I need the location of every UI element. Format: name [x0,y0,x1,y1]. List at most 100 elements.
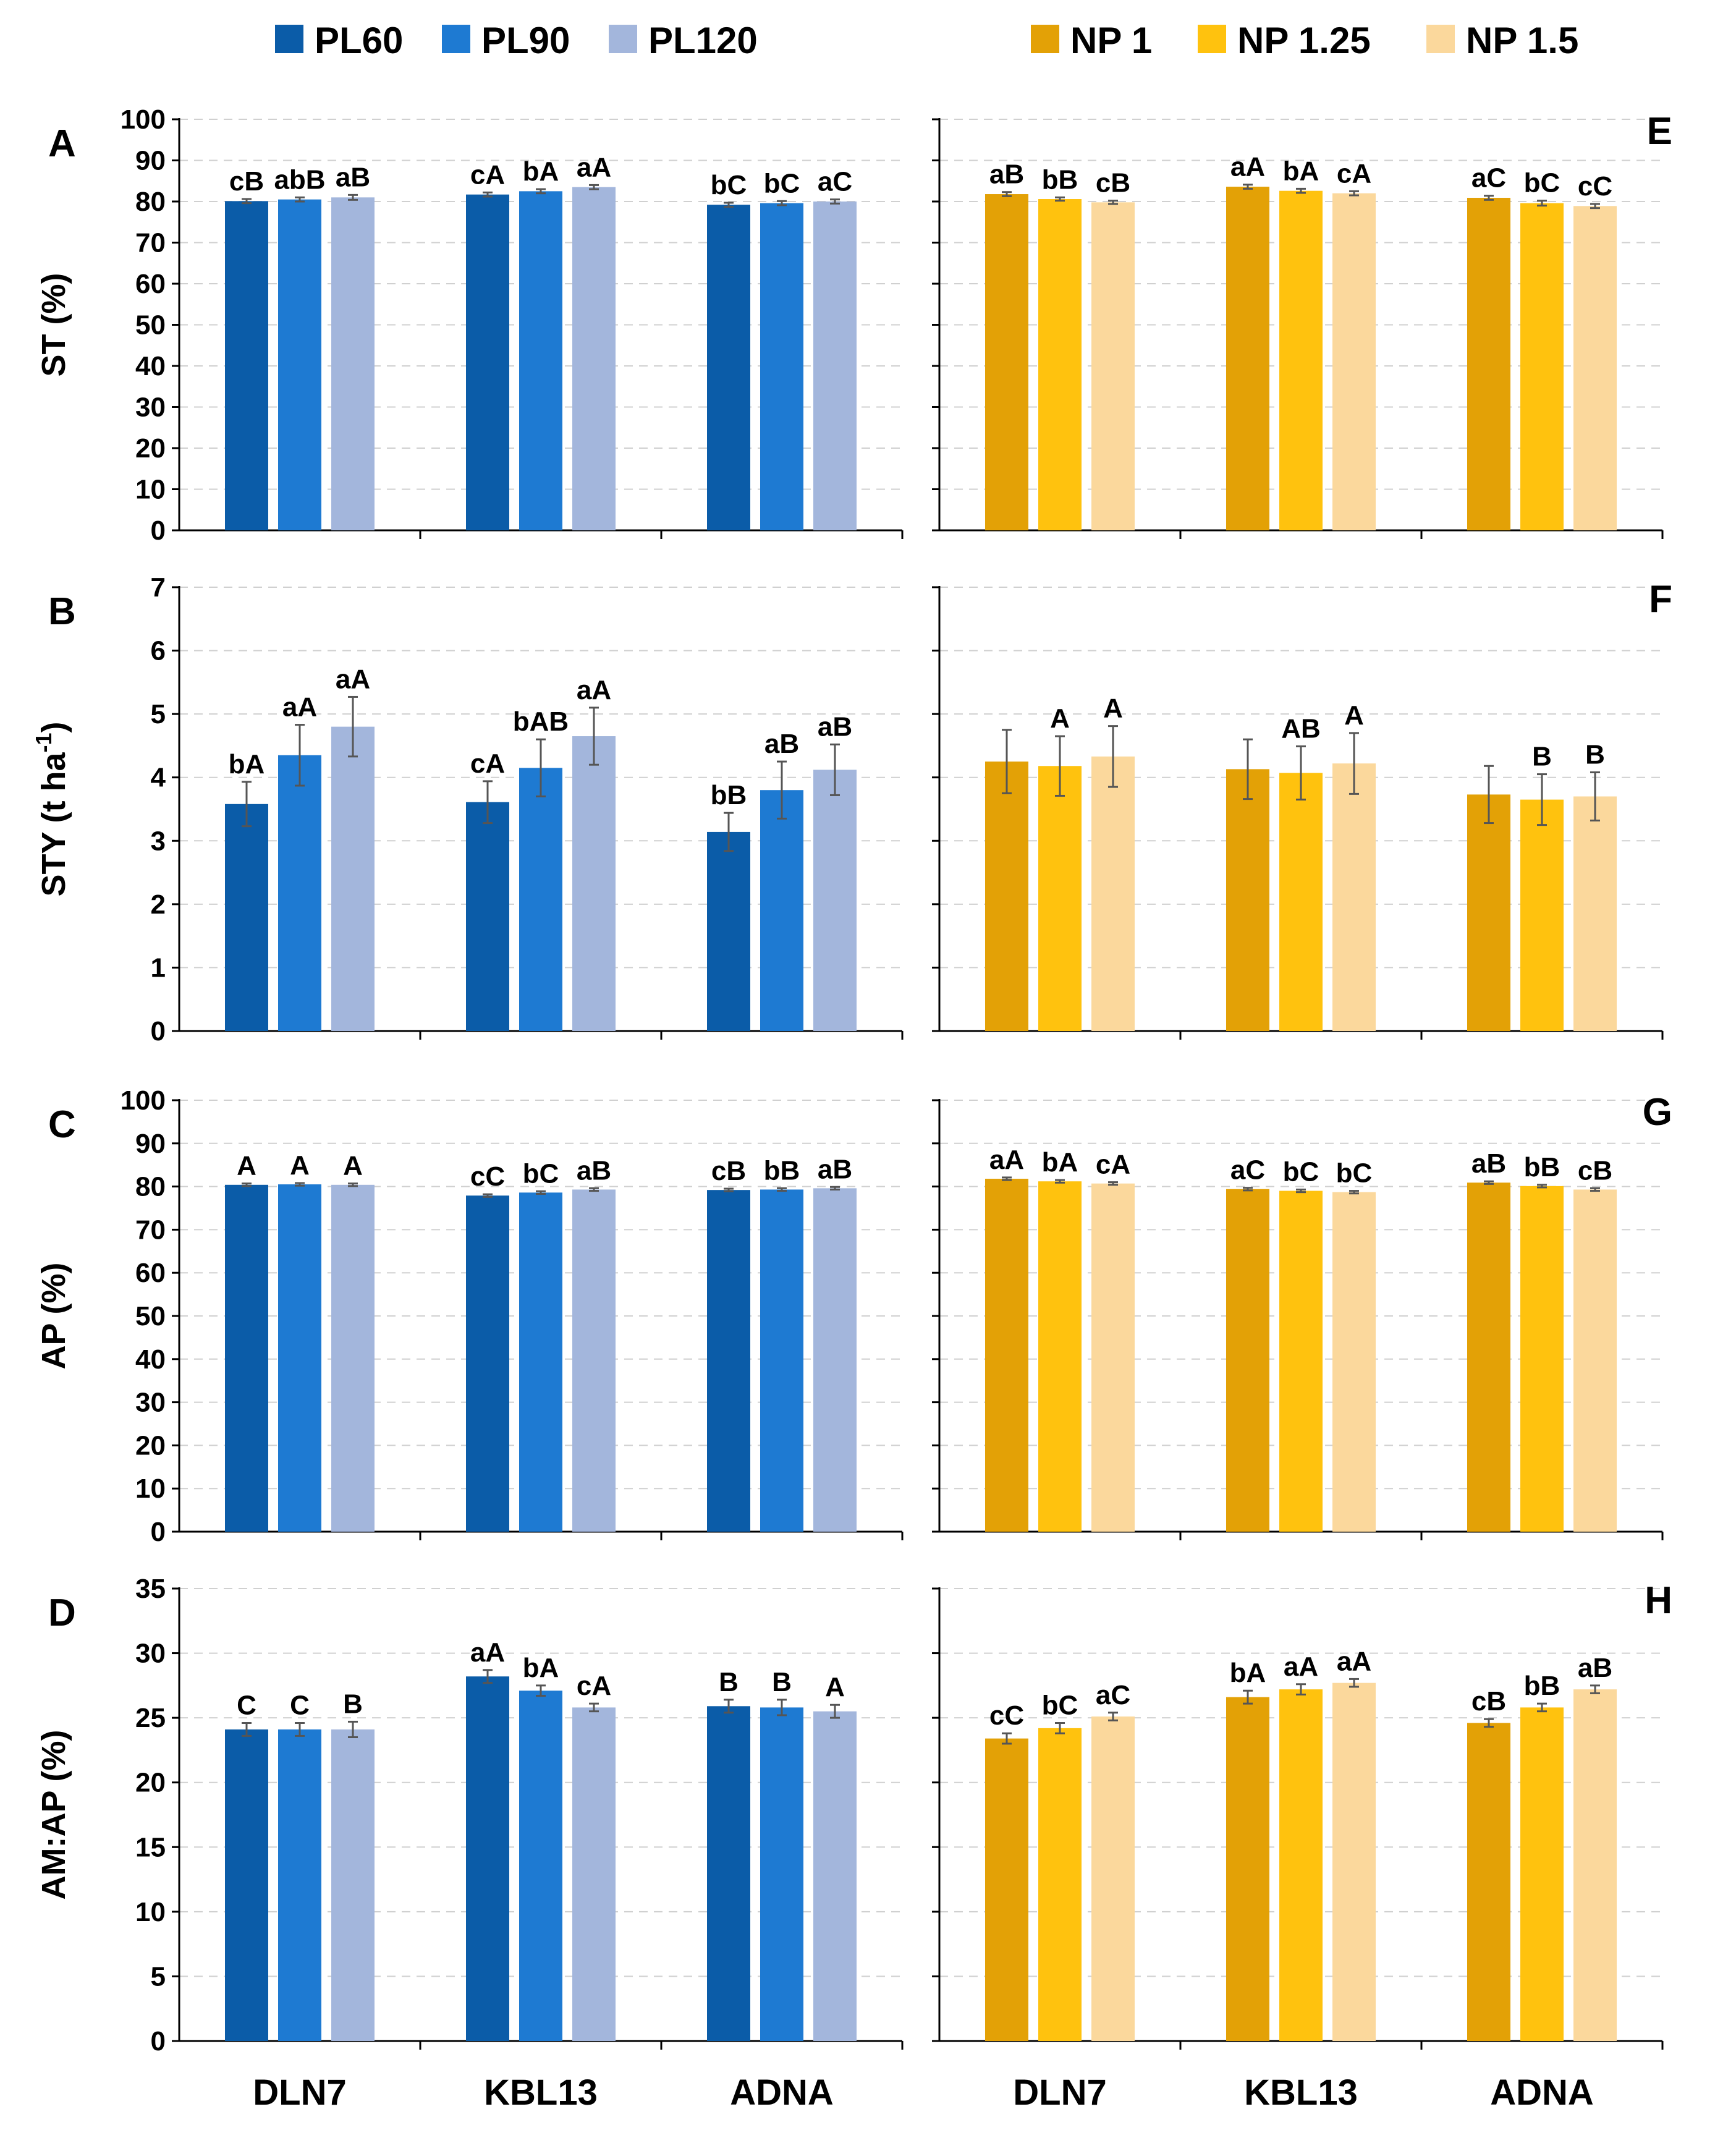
bar-significance-label: aB [336,162,370,192]
bar-significance-label: A [343,1151,363,1181]
bar-significance-label: aC [1230,1155,1265,1186]
bar-pl120-dln7 [331,726,375,1031]
y-tick-label: 50 [135,1301,166,1331]
y-tick-label: 60 [135,269,166,299]
bar-significance-label: cB [229,166,264,197]
panel-H: HcC bC aC bA aA aA cB bB aB [932,1579,1672,2050]
bar-pl90-dln7 [278,1729,321,2041]
bar-significance-label: cA [1337,158,1371,189]
bar-pl120-dln7 [331,1184,375,1532]
y-tick-label: 25 [135,1703,166,1733]
bar-significance-label: aA [989,1145,1024,1175]
y-tick-label: 2 [151,889,166,920]
bar-pl90-adna [760,1707,803,2041]
bar-group-dln7: bA aA aA [225,664,375,1031]
bar-significance-label: cB [1096,168,1130,198]
legend-item-pl120: PL120 [609,20,758,61]
bar-significance-label: aB [1471,1148,1506,1179]
bar-group-adna: bC bC aC [707,167,857,530]
bar-group-adna: cB bB aB [707,1154,857,1532]
legend-right: NP 1 NP 1.25 NP 1.5 [1031,20,1578,61]
legend-left: PL60 PL90 PL120 [275,20,758,61]
bar-significance-label: aB [818,711,852,742]
bar-np-1-dln7 [985,194,1028,530]
x-category-label: ADNA [730,2073,834,2113]
y-axis-label-main: AP (%) [35,1262,72,1369]
y-tick-label: 40 [135,351,166,381]
bar-np-1-adna [1467,794,1510,1031]
bar-significance-label: aA [1284,1652,1318,1682]
y-tick-label: 0 [151,1016,166,1046]
bar-significance-label: cB [1471,1686,1506,1716]
bar-pl90-kbl13 [519,1691,562,2041]
bar-group-kbl13: cA bA aA [466,152,616,531]
bar-pl60-dln7 [225,1729,268,2041]
bar-np-1-5-kbl13 [1332,1682,1376,2041]
bar-significance-label: cA [470,749,505,779]
y-tick-label: 80 [135,1172,166,1202]
y-axis-label-end: ) [35,721,72,732]
panel-label: F [1649,578,1672,621]
y-tick-label: 90 [135,1129,166,1159]
x-category-label: KBL13 [1244,2073,1358,2113]
y-axis-label-main: ST (%) [35,273,72,377]
y-tick-label: 80 [135,187,166,217]
legend-label: PL90 [481,20,570,61]
bar-np-1-25-kbl13 [1279,1190,1323,1532]
bar-significance-label: aB [1578,1653,1612,1683]
y-tick-label: 1 [151,953,166,983]
bar-np-1-5-dln7 [1091,756,1135,1031]
bar-pl120-adna [813,770,857,1031]
bar-pl60-kbl13 [466,1195,509,1532]
y-tick-label: 20 [135,433,166,464]
bar-pl60-kbl13 [466,194,509,530]
bar-np-1-5-kbl13 [1332,193,1376,530]
y-tick-label: 10 [135,475,166,505]
panel-E: EaB bB cB aA bA cA aC bC cC [932,110,1672,539]
bar-pl90-adna [760,203,803,530]
bar-np-1-25-kbl13 [1279,190,1323,531]
bar-pl120-adna [813,1188,857,1532]
bar-pl90-dln7 [278,755,321,1031]
y-tick-label: 100 [121,1085,166,1116]
bar-pl60-adna [707,1706,750,2041]
bar-significance-label: aB [818,1154,852,1184]
panel-label: B [48,590,76,633]
bar-significance-label: C [290,1691,310,1721]
bar-np-1-5-adna [1573,206,1617,530]
bar-significance-label: A [1050,703,1070,734]
bar-significance-label: bB [711,780,747,810]
bar-pl120-dln7 [331,1729,375,2041]
bar-group-adna: aC bC cC [1467,163,1617,530]
bar-significance-label: aC [1471,163,1506,193]
bar-group-adna: cB bB aB [1467,1653,1617,2041]
bar-pl60-dln7 [225,804,268,1031]
bar-pl120-kbl13 [572,736,616,1031]
bar-significance-label: B [343,1689,363,1719]
bar-significance-label: aC [1096,1680,1130,1710]
bar-group-dln7: aB bB cB [985,159,1135,531]
bar-significance-label: aA [336,664,370,694]
bar-pl120-adna [813,202,857,530]
y-tick-label: 15 [135,1832,166,1862]
legend-swatch [1198,25,1226,53]
bar-group-dln7: cC bC aC [985,1680,1135,2041]
bar-pl90-adna [760,790,803,1031]
y-tick-label: 35 [135,1574,166,1604]
y-axis-label: ST (%) [35,273,72,377]
legend-item-np-1-5: NP 1.5 [1426,20,1578,61]
y-tick-label: 50 [135,310,166,341]
legend-swatch [1426,25,1455,53]
panel-label: H [1645,1579,1672,1622]
y-tick-label: 70 [135,228,166,258]
bar-np-1-25-adna [1520,799,1564,1031]
y-tick-label: 100 [121,104,166,135]
legend-label: NP 1.5 [1466,20,1578,61]
y-tick-label: 60 [135,1258,166,1288]
bar-significance-label: aA [1337,1646,1371,1676]
legend-label: NP 1.25 [1237,20,1371,61]
y-tick-label: 20 [135,1768,166,1798]
panel-label: C [48,1103,76,1146]
y-tick-label: 30 [135,1388,166,1418]
